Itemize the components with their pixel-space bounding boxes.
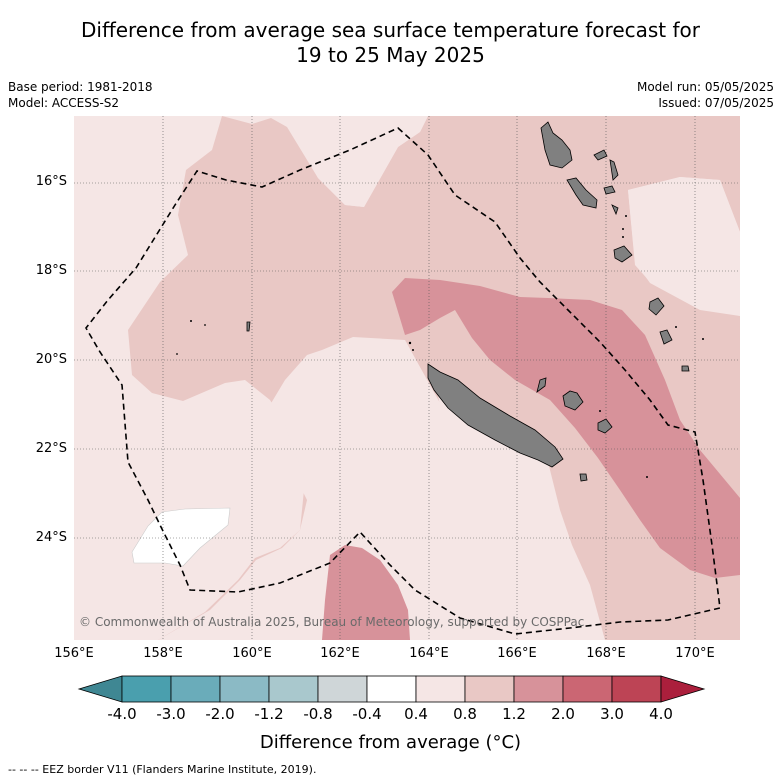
sst-pocket-light-northeast bbox=[628, 177, 740, 316]
vanuatu-tanna bbox=[659, 329, 673, 345]
map-title: Difference from average sea surface temp… bbox=[0, 18, 781, 68]
model-run: Model run: 05/05/2025 bbox=[636, 80, 774, 94]
colorbar-swatch bbox=[317, 675, 368, 703]
lat-label-24S: 24°S bbox=[35, 530, 67, 545]
small-islets bbox=[176, 215, 704, 478]
model-name: Model: ACCESS-S2 bbox=[8, 96, 120, 110]
colorbar-swatch bbox=[121, 675, 172, 703]
colorbar-tick-label: -0.4 bbox=[352, 705, 382, 723]
colorbar-swatch bbox=[513, 675, 564, 703]
colorbar-swatch bbox=[268, 675, 319, 703]
colorbar-under-arrow bbox=[77, 675, 123, 703]
loyalty-island-ouvea bbox=[536, 377, 547, 393]
colorbar bbox=[77, 675, 706, 703]
colorbar-tick-label: -1.2 bbox=[254, 705, 284, 723]
lat-label-22S: 22°S bbox=[35, 441, 67, 456]
lon-label-160E: 160°E bbox=[232, 646, 272, 661]
colorbar-tick-label: 0.8 bbox=[453, 705, 477, 723]
vanuatu-erromango bbox=[648, 297, 665, 316]
colorbar-title: Difference from average (°C) bbox=[259, 732, 522, 753]
meta-left: Base period: 1981-2018 Model: ACCESS-S2 bbox=[8, 79, 153, 111]
vanuatu-ambrym bbox=[603, 185, 616, 195]
colorbar-swatch bbox=[219, 675, 270, 703]
colorbar-swatch bbox=[170, 675, 221, 703]
vanuatu-epi bbox=[611, 204, 619, 216]
lon-label-166E: 166°E bbox=[497, 646, 537, 661]
vanuatu-malekula bbox=[566, 177, 598, 209]
colorbar-tick-label: -2.0 bbox=[205, 705, 235, 723]
lon-label-164E: 164°E bbox=[409, 646, 449, 661]
colorbar-swatch bbox=[464, 675, 515, 703]
map-area bbox=[74, 116, 740, 640]
colorbar-tick-label: -3.0 bbox=[156, 705, 186, 723]
colorbar-swatch bbox=[366, 675, 417, 703]
lon-label-158E: 158°E bbox=[143, 646, 183, 661]
colorbar-tick-label: 4.0 bbox=[649, 705, 673, 723]
lon-label-170E: 170°E bbox=[675, 646, 715, 661]
vanuatu-pentecost bbox=[609, 159, 619, 181]
sst-band-neutral bbox=[131, 507, 231, 567]
lat-label-18S: 18°S bbox=[35, 263, 67, 278]
loyalty-island-lifou bbox=[562, 390, 584, 411]
sst-band-1.2-2.0-south bbox=[322, 545, 410, 640]
lat-label-20S: 20°S bbox=[35, 352, 67, 367]
sst-pocket-light-north bbox=[287, 116, 428, 207]
vanuatu-aneityum bbox=[681, 365, 690, 372]
eez-border bbox=[85, 127, 721, 635]
vanuatu-efate bbox=[613, 245, 633, 263]
new-caledonia-island bbox=[427, 363, 564, 468]
isle-of-pines-island bbox=[579, 473, 588, 482]
vanuatu-espiritu-santo bbox=[540, 121, 573, 169]
colorbar-tick-label: -4.0 bbox=[107, 705, 137, 723]
vanuatu-maewo bbox=[593, 149, 608, 161]
sst-pocket-light-west bbox=[74, 116, 305, 640]
lat-label-16S: 16°S bbox=[35, 174, 67, 189]
colorbar-over-arrow bbox=[660, 675, 706, 703]
colorbar-swatch bbox=[415, 675, 466, 703]
lon-label-162E: 162°E bbox=[320, 646, 360, 661]
colorbar-tick-label: 1.2 bbox=[502, 705, 526, 723]
lon-label-156E: 156°E bbox=[54, 646, 94, 661]
sst-band-1.2-2.0-east bbox=[392, 278, 740, 578]
copyright-text: © Commonwealth of Australia 2025, Bureau… bbox=[79, 615, 584, 629]
eez-legend: -- -- -- EEZ border V11 (Flanders Marine… bbox=[8, 763, 317, 776]
sst-pocket-light-south bbox=[438, 395, 605, 640]
base-period: Base period: 1981-2018 bbox=[8, 80, 153, 94]
colorbar-swatch bbox=[562, 675, 613, 703]
colorbar-tick-label: 3.0 bbox=[600, 705, 624, 723]
title-line-2: 19 to 25 May 2025 bbox=[296, 43, 485, 67]
loyalty-island-mare bbox=[597, 418, 613, 434]
lon-label-168E: 168°E bbox=[586, 646, 626, 661]
land bbox=[246, 121, 690, 482]
issued-date: Issued: 07/05/2025 bbox=[658, 96, 774, 110]
colorbar-swatch bbox=[611, 675, 662, 703]
colorbar-tick-label: -0.8 bbox=[303, 705, 333, 723]
title-line-1: Difference from average sea surface temp… bbox=[80, 18, 700, 42]
meta-right: Model run: 05/05/2025 Issued: 07/05/2025 bbox=[637, 79, 774, 111]
colorbar-tick-label: 2.0 bbox=[551, 705, 575, 723]
colorbar-tick-label: 0.4 bbox=[404, 705, 428, 723]
chesterfield-islet bbox=[246, 321, 251, 332]
